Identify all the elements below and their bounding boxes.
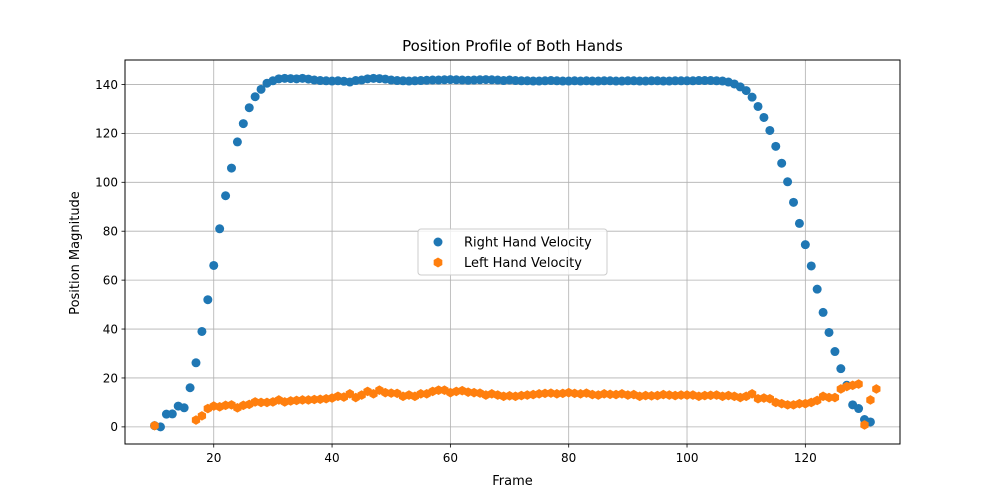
right-hand-point (794, 218, 804, 228)
right-hand-point (191, 358, 201, 368)
left-hand-point (866, 395, 875, 405)
y-tick-label: 140 (95, 78, 118, 92)
right-hand-point (800, 240, 810, 250)
right-hand-point (777, 158, 787, 168)
right-hand-point (197, 326, 207, 336)
right-hand-point (759, 112, 769, 122)
y-tick-label: 20 (103, 371, 118, 385)
right-hand-point (747, 92, 757, 102)
right-hand-point (221, 191, 231, 201)
y-axis-ticks: 0 20 40 60 80 100 120 140 (95, 78, 125, 434)
legend-entry-left-hand: Left Hand Velocity (433, 256, 582, 271)
right-hand-point (256, 84, 266, 94)
legend-marker-left-hand (433, 257, 443, 268)
right-hand-point (854, 404, 864, 414)
right-hand-point (250, 92, 260, 102)
right-hand-point (824, 327, 834, 337)
left-hand-point (872, 384, 881, 394)
series-left-hand (150, 379, 881, 431)
x-tick-label: 80 (561, 451, 576, 465)
right-hand-point (226, 163, 236, 173)
y-tick-label: 40 (103, 322, 118, 336)
chart-title: Position Profile of Both Hands (402, 37, 623, 55)
y-tick-label: 120 (95, 127, 118, 141)
legend-marker-right-hand (433, 237, 443, 247)
right-hand-point (753, 101, 763, 111)
left-hand-point (150, 420, 159, 431)
right-hand-point (203, 295, 213, 305)
right-hand-point (830, 347, 840, 357)
left-hand-point (854, 379, 863, 389)
left-hand-point (830, 392, 840, 403)
right-hand-point (244, 103, 254, 113)
right-hand-point (836, 364, 846, 374)
legend-entry-right-hand: Right Hand Velocity (433, 236, 592, 251)
right-hand-point (806, 261, 816, 271)
right-hand-point (238, 119, 248, 129)
right-hand-point (179, 403, 189, 413)
left-hand-point (197, 411, 207, 421)
right-hand-point (789, 197, 799, 207)
right-hand-point (783, 177, 793, 187)
x-tick-label: 20 (206, 451, 221, 465)
right-hand-point (209, 260, 219, 270)
legend-box (417, 228, 608, 276)
plot-frame (124, 59, 901, 445)
y-tick-label: 0 (110, 420, 118, 434)
y-tick-label: 80 (103, 225, 118, 239)
x-tick-label: 40 (324, 451, 339, 465)
legend: Right Hand Velocity Left Hand Velocity (417, 228, 608, 276)
right-hand-point (812, 284, 822, 294)
right-hand-point (167, 409, 177, 419)
y-tick-label: 60 (103, 273, 118, 287)
x-axis-title: Frame (492, 474, 533, 489)
right-hand-point (765, 125, 775, 135)
legend-label-right-hand: Right Hand Velocity (464, 236, 592, 251)
right-hand-point (771, 141, 781, 151)
x-tick-label: 120 (794, 451, 817, 465)
series-right-hand (150, 73, 875, 432)
right-hand-point (185, 383, 195, 393)
right-hand-point (818, 307, 828, 317)
y-tick-label: 100 (95, 176, 118, 190)
right-hand-point (741, 86, 751, 96)
right-hand-point (232, 137, 242, 147)
x-tick-label: 60 (443, 451, 458, 465)
y-axis-title: Position Magnitude (68, 191, 83, 315)
x-tick-label: 100 (676, 451, 699, 465)
x-axis-ticks: 20 40 60 80 100 120 (206, 444, 817, 465)
data-series (150, 73, 881, 432)
legend-label-left-hand: Left Hand Velocity (464, 256, 582, 271)
left-hand-point (860, 420, 869, 430)
right-hand-point (215, 224, 225, 234)
